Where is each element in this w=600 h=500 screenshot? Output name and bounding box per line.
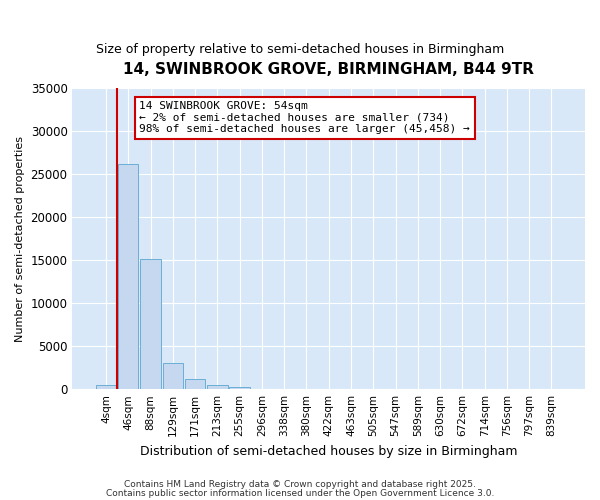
Bar (118, 164, 139, 389)
Bar (163, 362, 183, 389)
Text: Size of property relative to semi-detached houses in Birmingham: Size of property relative to semi-detach… (96, 42, 504, 56)
Title: 14, SWINBROOK GROVE, BIRMINGHAM, B44 9TR: 14, SWINBROOK GROVE, BIRMINGHAM, B44 9TR (123, 62, 534, 78)
Bar (96, 385, 116, 389)
Text: 14 SWINBROOK GROVE: 54sqm
← 2% of semi-detached houses are smaller (734)
98% of : 14 SWINBROOK GROVE: 54sqm ← 2% of semi-d… (139, 102, 470, 134)
Text: Contains public sector information licensed under the Open Government Licence 3.: Contains public sector information licen… (106, 488, 494, 498)
X-axis label: Distribution of semi-detached houses by size in Birmingham: Distribution of semi-detached houses by … (140, 444, 517, 458)
Text: Contains HM Land Registry data © Crown copyright and database right 2025.: Contains HM Land Registry data © Crown c… (124, 480, 476, 489)
Bar (229, 386, 250, 389)
Bar (207, 385, 227, 389)
Bar (140, 258, 161, 389)
Y-axis label: Number of semi-detached properties: Number of semi-detached properties (15, 136, 25, 342)
Bar (185, 379, 205, 389)
